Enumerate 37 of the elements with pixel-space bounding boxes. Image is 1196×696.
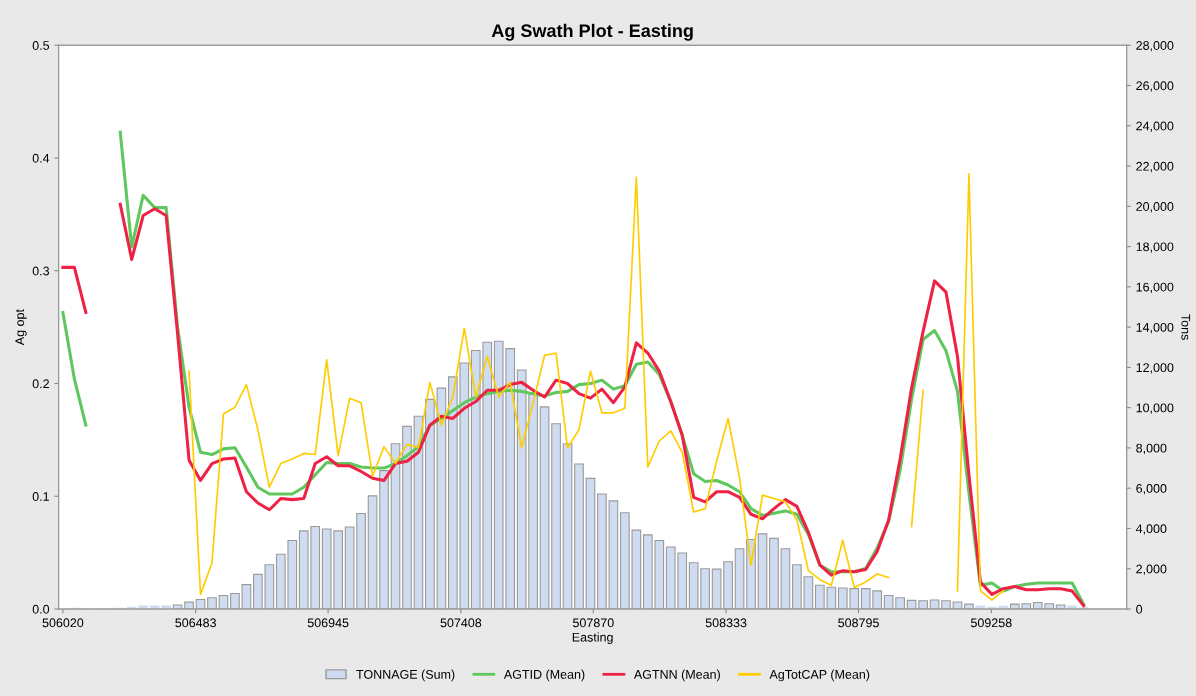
chart-title: Ag Swath Plot - Easting — [491, 23, 693, 41]
y2-tick-label: 6,000 — [1136, 484, 1167, 495]
x-tick-label: 507870 — [572, 618, 614, 628]
x-tick-label: 506483 — [175, 618, 216, 628]
y2-tick-label: 2,000 — [1136, 564, 1167, 575]
x-axis-title: Easting — [572, 632, 613, 645]
y2-tick-label: 8,000 — [1136, 443, 1167, 455]
y2-tick-label: 28,000 — [1136, 41, 1174, 52]
y2-tick-label: 24,000 — [1136, 121, 1174, 132]
y2-tick-label: 12,000 — [1136, 363, 1174, 374]
x-tick-label: 508333 — [705, 618, 747, 628]
y2-tick-label: 4,000 — [1135, 524, 1167, 535]
y2-tick-label: 26,000 — [1136, 81, 1174, 92]
legend-label: AgTotCAP (Mean) — [769, 669, 870, 682]
x-tick-label: 506020 — [42, 618, 84, 628]
x-tick-label: 506945 — [307, 618, 349, 628]
y2-tick-label: 0 — [1136, 604, 1143, 614]
y-tick-label: 0.5 — [32, 41, 50, 50]
y2-tick-label: 22,000 — [1136, 161, 1174, 173]
y-tick-label: 0.0 — [32, 604, 50, 614]
y-tick-label: 0.4 — [32, 153, 50, 163]
x-tick-label: 507408 — [440, 618, 482, 628]
legend-label: AGTID (Mean) — [503, 669, 585, 682]
y-tick-label: 0.3 — [32, 266, 50, 276]
legend-label: AGTNN (Mean) — [633, 669, 720, 682]
y2-tick-label: 20,000 — [1136, 202, 1174, 213]
y2-tick-label: 14,000 — [1136, 322, 1174, 334]
x-tick-label: 508795 — [838, 618, 879, 628]
y2-tick-label: 18,000 — [1136, 242, 1174, 253]
legend-label: TONNAGE (Sum) — [356, 669, 455, 682]
x-tick-label: 509258 — [970, 618, 1012, 628]
y2-axis-title: Tons — [1181, 314, 1191, 340]
y-axis-title: Ag opt — [15, 309, 27, 346]
y2-tick-label: 16,000 — [1136, 282, 1174, 293]
y-tick-label: 0.2 — [32, 379, 49, 389]
y-tick-label: 0.1 — [32, 492, 49, 501]
y2-tick-label: 10,000 — [1136, 403, 1174, 414]
